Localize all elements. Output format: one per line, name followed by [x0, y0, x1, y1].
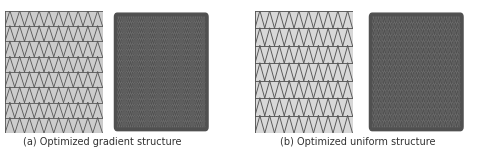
FancyBboxPatch shape [114, 13, 208, 131]
Text: (a) Optimized gradient structure: (a) Optimized gradient structure [23, 137, 182, 147]
Text: (b) Optimized uniform structure: (b) Optimized uniform structure [280, 137, 435, 147]
FancyBboxPatch shape [370, 13, 463, 131]
